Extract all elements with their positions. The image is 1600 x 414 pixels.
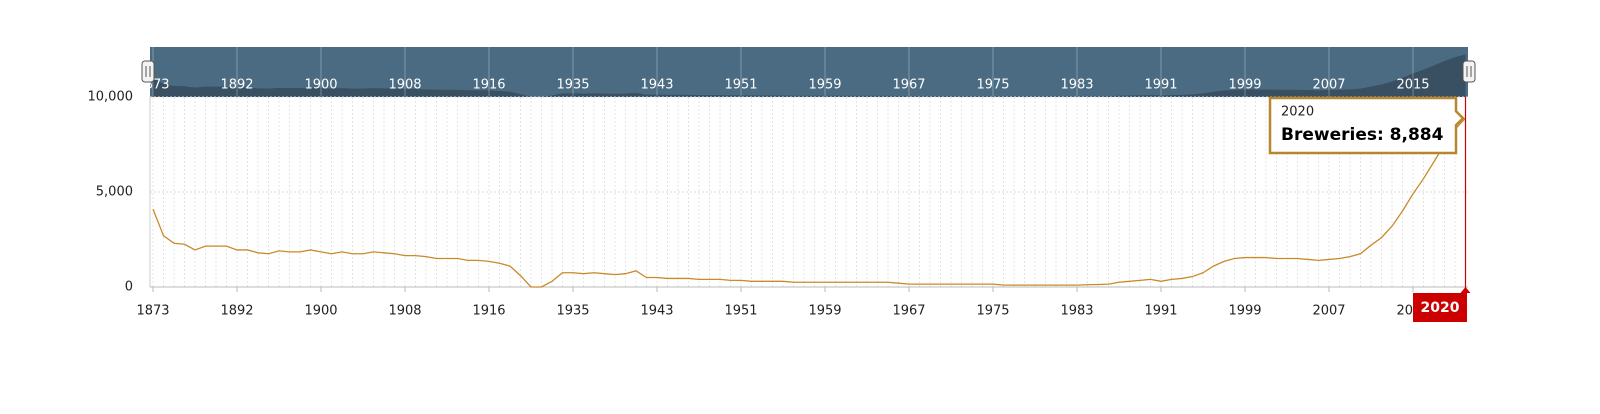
navigator-area bbox=[153, 54, 1466, 97]
navigator-label: 1943 bbox=[640, 78, 673, 93]
y-tick-label: 10,000 bbox=[88, 90, 134, 105]
x-tick-label: 1935 bbox=[556, 304, 589, 319]
x-tick-label: 1943 bbox=[640, 304, 673, 319]
tooltip-box bbox=[1268, 96, 1465, 155]
navigator-label: 1983 bbox=[1060, 78, 1093, 93]
tooltip-title: 2020 bbox=[1281, 105, 1314, 120]
navigator-mask-left bbox=[0, 47, 140, 97]
crosshair-badge bbox=[1413, 293, 1467, 322]
x-tick-label: 1983 bbox=[1060, 304, 1093, 319]
x-tick-label: 1916 bbox=[472, 304, 505, 319]
navigator-label: 1991 bbox=[1144, 78, 1177, 93]
navigator[interactable]: 1873 1892 1900 1908 1916 1935 1943 1951 1959 1967… bbox=[0, 47, 1476, 97]
badge-pointer bbox=[1460, 287, 1471, 293]
x-tick-label: 1991 bbox=[1144, 304, 1177, 319]
navigator-label: 1959 bbox=[808, 78, 841, 93]
navigator-label: 1900 bbox=[304, 78, 337, 93]
x-tick-label: 1951 bbox=[724, 304, 757, 319]
navigator-label: 1975 bbox=[976, 78, 1009, 93]
navigator-label: 1892 bbox=[220, 78, 253, 93]
x-tick-label: 1873 bbox=[136, 304, 169, 319]
navigator-handle[interactable] bbox=[141, 60, 155, 83]
navigator-handle[interactable] bbox=[1462, 60, 1476, 83]
navigator-label: 1935 bbox=[556, 78, 589, 93]
navigator-label: 1967 bbox=[892, 78, 925, 93]
navigator-label: 1916 bbox=[472, 78, 505, 93]
x-tick-label: 1967 bbox=[892, 304, 925, 319]
x-tick-label: 1900 bbox=[304, 304, 337, 319]
navigator-label: 1999 bbox=[1228, 78, 1261, 93]
navigator-label: 2007 bbox=[1312, 78, 1345, 93]
x-tick-label: 1975 bbox=[976, 304, 1009, 319]
x-tick-label: 2007 bbox=[1312, 304, 1345, 319]
y-tick-label: 0 bbox=[125, 280, 133, 295]
x-tick-label: 1959 bbox=[808, 304, 841, 319]
tooltip-text: Breweries: 8,884 bbox=[1281, 125, 1444, 145]
x-tick-label: 1892 bbox=[220, 304, 253, 319]
x-tick-label: 1908 bbox=[388, 304, 421, 319]
line-series bbox=[152, 117, 1466, 288]
navigator-label: 1951 bbox=[724, 78, 757, 93]
x-tick-label: 1999 bbox=[1228, 304, 1261, 319]
navigator-label: 2015 bbox=[1396, 78, 1429, 93]
navigator-label: 1908 bbox=[388, 78, 421, 93]
y-tick-label: 5,000 bbox=[96, 185, 133, 200]
crosshair-label: 2020 bbox=[1421, 300, 1460, 316]
